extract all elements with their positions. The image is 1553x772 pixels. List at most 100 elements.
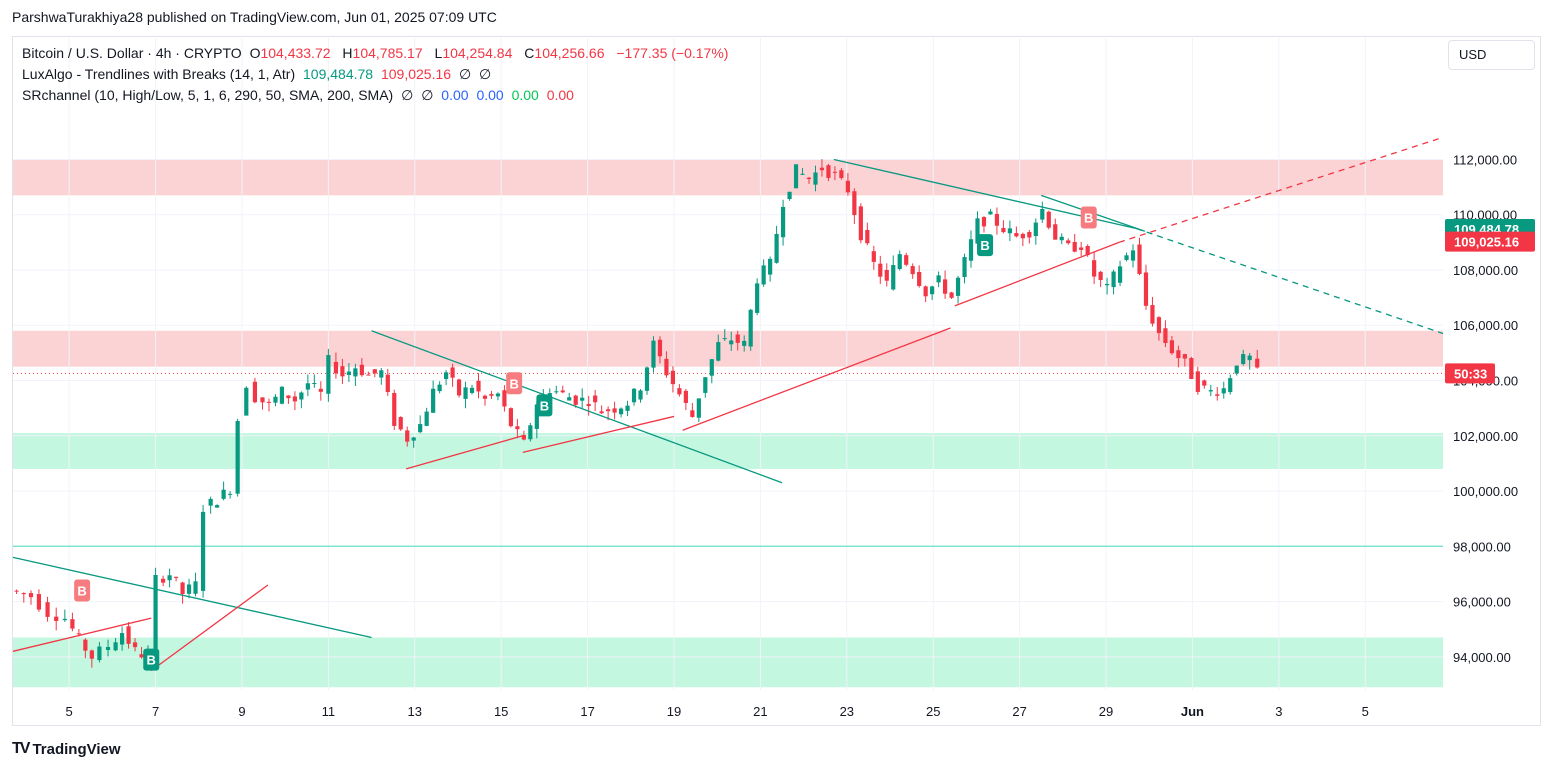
candle-body [398, 417, 403, 430]
candle-body [696, 398, 701, 418]
candle-body [28, 593, 34, 598]
legend-indicator-1-row[interactable]: LuxAlgo - Trendlines with Breaks (14, 1,… [22, 66, 495, 83]
candle-body [1124, 255, 1129, 260]
candle-body [1169, 340, 1175, 354]
trendline-layer [12, 136, 1444, 672]
indicator-2-value-5: 0.00 [511, 87, 539, 103]
candle-body [318, 388, 323, 392]
support-zone [13, 637, 1443, 688]
candle-body [1007, 228, 1012, 234]
candle-body [405, 430, 410, 442]
currency-button[interactable]: USD [1448, 40, 1535, 70]
indicator-1-value-2: 109,025.16 [380, 66, 452, 82]
candle-body [852, 191, 857, 216]
time-axis: 5 7 9 11 13 15 17 19 21 23 25 27 29 Jun 3 5 [66, 704, 1369, 719]
candle-body [508, 408, 514, 427]
candle-body [618, 408, 624, 415]
legend-indicator-2-row[interactable]: SRchannel (10, High/Low, 5, 1, 6, 290, 5… [22, 87, 578, 104]
legend-symbol-row[interactable]: Bitcoin / U.S. Dollar · 4h · CRYPTO O104… [22, 45, 732, 61]
candle-body [292, 396, 297, 402]
price-tick-label: 112,000.00 [1453, 152, 1517, 167]
candle-body [968, 239, 974, 261]
candle-body [1053, 224, 1058, 240]
uptrend-line [522, 415, 675, 453]
price-tick-label: 96,000.00 [1453, 595, 1511, 610]
signal-label: B [1084, 210, 1093, 225]
candle-body [599, 411, 604, 414]
candle-body [200, 511, 206, 591]
countdown-label: 50:33 [1454, 366, 1487, 381]
candle-body [132, 642, 138, 648]
candle-body [227, 493, 233, 495]
candle-body [534, 404, 539, 429]
candle-body [975, 218, 980, 244]
candle-body [482, 395, 488, 399]
candle-body [273, 396, 278, 403]
candle-body [560, 390, 565, 393]
tradingview-logo-icon: TV [12, 740, 31, 757]
candle-body [813, 172, 818, 185]
indicator-2-value-2: ∅ [421, 87, 434, 103]
candle-body [1046, 211, 1051, 228]
signal-badge [977, 234, 994, 257]
candle-layer [14, 159, 1260, 668]
candle-body [83, 639, 88, 651]
candle-body [161, 578, 166, 583]
candle-body [703, 377, 708, 393]
candle-body [729, 340, 734, 345]
uptrend-line [954, 241, 1120, 307]
candle-body [126, 626, 131, 644]
candle-body [1202, 380, 1207, 386]
candle-body [878, 263, 883, 277]
indicator-1-value-1: 109,484.78 [303, 66, 374, 82]
legend-symbol: Bitcoin / U.S. Dollar · 4h · CRYPTO [22, 45, 242, 61]
signal-label: B [980, 238, 989, 253]
price-tick-label: 98,000.00 [1453, 539, 1511, 554]
candle-body [89, 650, 94, 659]
candle-body [305, 383, 310, 390]
tradingview-brand[interactable]: TV TradingView [12, 740, 121, 758]
candle-body [748, 309, 753, 347]
price-tick-label: 100,000.00 [1453, 484, 1518, 499]
candle-body [379, 370, 384, 378]
candle-body [244, 387, 249, 416]
uptrend-line [405, 435, 523, 470]
candle-body [456, 379, 462, 396]
time-tick-label: 25 [926, 704, 940, 719]
candle-body [515, 426, 520, 430]
candle-body [1137, 244, 1142, 274]
brand-label: TradingView [32, 740, 121, 758]
candle-body [1234, 365, 1239, 374]
close-label: C [524, 45, 535, 61]
high-label: H [342, 45, 353, 61]
candle-body [664, 358, 669, 376]
indicator-2-value-1: ∅ [401, 87, 414, 103]
resistance-zone [13, 159, 1443, 196]
candle-body [819, 167, 825, 171]
candle-body [774, 233, 779, 263]
price-axis: 112,000.00110,000.00108,000.00106,000.00… [1445, 152, 1535, 665]
candle-body [1247, 355, 1252, 361]
candle-body [832, 171, 838, 173]
candle-body [955, 277, 961, 296]
time-tick-label: 11 [322, 704, 336, 719]
candle-body [683, 390, 688, 403]
downtrend-line [1136, 227, 1444, 335]
chart-frame [12, 36, 1541, 726]
candle-body [949, 292, 954, 298]
candle-body [340, 366, 345, 377]
indicator-1-value-3: ∅ [458, 66, 472, 82]
high-value: 104,785.17 [352, 45, 423, 61]
candle-body [1255, 358, 1260, 368]
price-tick-label: 108,000.00 [1453, 263, 1518, 278]
candle-body [1215, 394, 1220, 396]
candle-body [215, 505, 220, 508]
resistance-zone [13, 330, 1443, 367]
price-tag [1445, 231, 1535, 252]
time-tick-label: 27 [1012, 704, 1026, 719]
candle-body [884, 269, 889, 281]
indicator-1-value-4: ∅ [479, 66, 492, 82]
countdown-tag [1445, 363, 1495, 384]
close-value: 104,256.66 [534, 45, 605, 61]
